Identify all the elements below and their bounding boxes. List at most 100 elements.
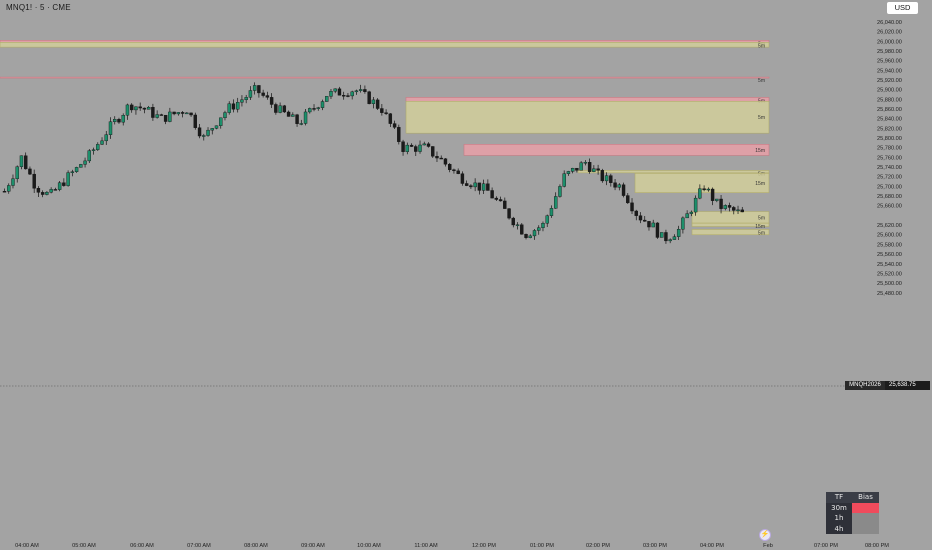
candle-body	[11, 178, 15, 186]
candle-body	[562, 173, 566, 187]
time-tick-label: 12:00 PM	[472, 543, 496, 549]
candle-body	[134, 106, 138, 111]
candle-body	[558, 186, 562, 197]
candle-body	[176, 112, 181, 115]
bias-tf-30m: 30m	[831, 503, 847, 512]
candle-body	[401, 141, 405, 152]
candle-body	[587, 162, 592, 172]
candle-body	[308, 108, 312, 113]
candle-body	[142, 107, 147, 110]
candle-body	[727, 205, 732, 208]
candle-body	[715, 198, 719, 201]
time-tick-label: 06:00 AM	[130, 543, 154, 549]
candle-body	[431, 146, 435, 157]
candle-body	[244, 97, 248, 100]
candle-body	[621, 184, 626, 196]
candle-body	[350, 91, 354, 97]
candle-body	[74, 167, 79, 172]
candle-body	[96, 144, 100, 150]
candle-body	[664, 232, 668, 242]
zone-supply	[405, 97, 770, 102]
candle-body	[83, 160, 87, 165]
candle-body	[490, 190, 494, 199]
last-price-value: 25,638.75	[889, 382, 916, 388]
candle-body	[337, 88, 342, 96]
candle-body	[397, 127, 401, 142]
price-tick-label: 25,780.00	[877, 146, 902, 152]
candle-body	[698, 188, 702, 199]
candle-body	[295, 114, 299, 124]
price-tick-label: 25,860.00	[877, 107, 902, 113]
zone-label: 15m	[755, 148, 765, 154]
price-tick-label: 25,600.00	[877, 233, 902, 239]
candle-body	[719, 198, 723, 209]
candle-body	[24, 155, 28, 170]
candle-body	[274, 104, 278, 113]
candle-body	[409, 144, 414, 147]
candle-body	[329, 91, 333, 97]
candle-body	[706, 188, 711, 191]
time-tick-label: 11:00 AM	[414, 543, 438, 549]
candle-body	[180, 112, 185, 114]
candle-body	[79, 164, 83, 168]
price-tick-label: 25,680.00	[877, 194, 902, 200]
candle-body	[49, 189, 53, 193]
time-tick-label: 07:00 PM	[814, 543, 838, 549]
zone-label: 5m	[758, 43, 765, 49]
candle-body	[723, 205, 727, 209]
candle-body	[494, 197, 499, 200]
candle-body	[108, 121, 113, 135]
price-tick-label: 25,520.00	[877, 271, 902, 277]
price-tick-label: 25,940.00	[877, 68, 902, 74]
candle-body	[660, 232, 664, 238]
candle-body	[422, 143, 426, 146]
candle-body	[299, 123, 303, 125]
candle-body	[592, 168, 596, 172]
candle-body	[481, 183, 486, 191]
price-tick-label: 25,660.00	[877, 204, 902, 210]
candle-body	[702, 188, 706, 191]
bias-tf-1h: 1h	[834, 514, 844, 522]
price-tick-label: 25,840.00	[877, 117, 902, 123]
candle-body	[604, 175, 609, 182]
candle-body	[439, 157, 443, 160]
bias-value-1h	[852, 513, 879, 524]
symbol-title: MNQ1! · 5 · CME	[6, 3, 71, 12]
candle-body	[655, 222, 660, 238]
candle-body	[261, 92, 265, 96]
candle-body	[443, 158, 448, 165]
tradingview-lightning-icon[interactable]: ⚡	[759, 529, 771, 541]
candle-body	[312, 108, 316, 110]
candle-body	[473, 182, 477, 188]
zone-label: 5m	[758, 115, 765, 121]
bias-header-tf: TF	[826, 492, 852, 503]
candle-body	[325, 96, 329, 102]
time-tick-label: 07:00 AM	[187, 543, 211, 549]
zone-label: 15m	[755, 181, 765, 187]
price-tick-label: 25,880.00	[877, 97, 902, 103]
candle-body	[210, 128, 214, 131]
currency-button[interactable]: USD	[887, 2, 918, 14]
candle-body	[486, 183, 490, 191]
candle-body	[418, 144, 422, 152]
candle-body	[681, 217, 685, 230]
candle-body	[541, 223, 545, 228]
price-tick-label: 25,920.00	[877, 78, 902, 84]
zone-demand	[691, 229, 770, 236]
candle-body	[53, 189, 58, 191]
candle-body	[634, 210, 638, 216]
candle-body	[668, 239, 672, 242]
candle-body	[426, 143, 431, 147]
candle-body	[240, 99, 244, 103]
candle-body	[197, 127, 202, 137]
candle-body	[129, 104, 134, 111]
candle-body	[537, 227, 541, 231]
time-tick-label: 04:00 PM	[700, 543, 724, 549]
candle-body	[248, 90, 253, 98]
bias-header-bias: Bias	[852, 492, 879, 503]
price-axis[interactable]	[830, 0, 932, 550]
time-tick-label: 01:00 PM	[530, 543, 554, 549]
zone-demand	[577, 170, 770, 174]
